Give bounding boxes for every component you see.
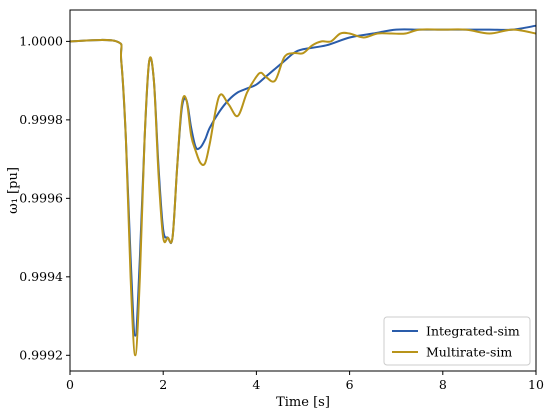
x-tick-label: 6 [346, 377, 354, 392]
x-tick-label: 8 [439, 377, 447, 392]
y-tick-label: 0.9996 [19, 190, 63, 205]
x-tick-label: 2 [159, 377, 167, 392]
x-tick-label: 4 [252, 377, 260, 392]
y-tick-label: 1.0000 [19, 33, 63, 48]
x-tick-label: 10 [528, 377, 544, 392]
x-axis-label: Time [s] [276, 395, 330, 410]
y-tick-label: 0.9992 [19, 347, 63, 362]
legend-box [383, 316, 531, 366]
axes-frame [69, 9, 537, 372]
legend-entry-label: Integrated-sim [426, 324, 520, 339]
y-tick-label: 0.9994 [19, 269, 63, 284]
legend: Integrated-sim Multirate-sim [383, 316, 531, 366]
legend-entry-label: Multirate-sim [426, 345, 512, 360]
y-tick-label: 0.9998 [19, 112, 63, 127]
y-axis-label: ω₁ [pu] [6, 167, 21, 214]
series-line-multirate-sim [69, 28, 537, 357]
axes-layer: 0 2 4 6 8 10 0.9992 0.9994 0.9996 0.9998 1.0000 Tim… [6, 9, 544, 410]
series-layer [69, 24, 537, 357]
x-tick-label: 0 [66, 377, 74, 392]
